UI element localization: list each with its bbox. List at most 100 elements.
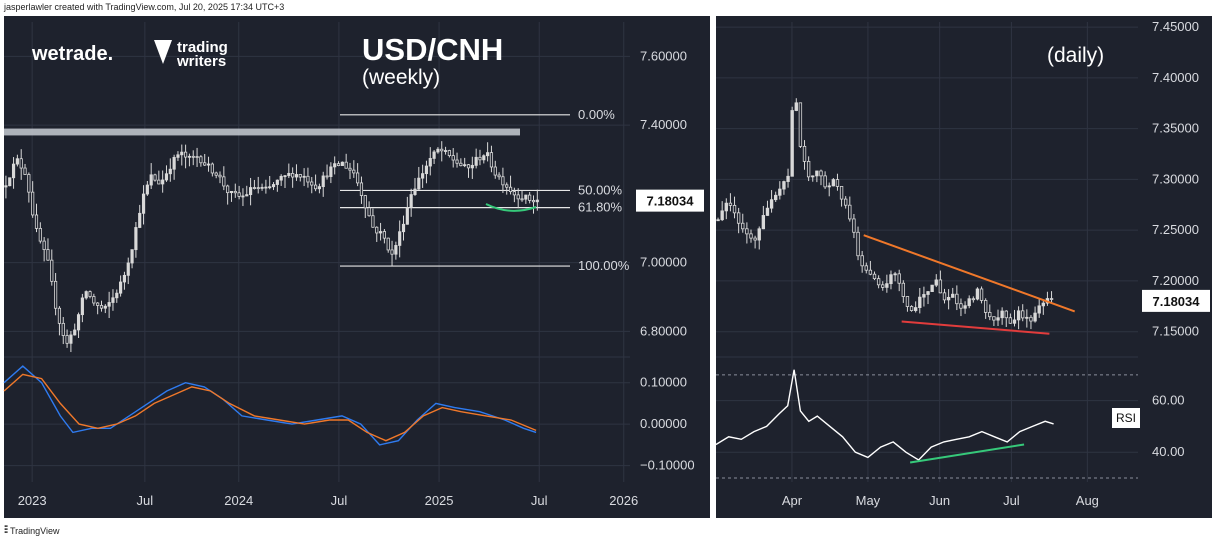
candle-body-d-69 xyxy=(1000,310,1004,319)
candle-body-w-64 xyxy=(249,187,253,196)
weekly-last-price-badge xyxy=(636,189,704,212)
candle-body-w-133 xyxy=(512,191,516,196)
candle-body-w-77 xyxy=(298,174,302,178)
candle-body-d-24 xyxy=(815,170,819,177)
weekly-chart: 6.80000 7.00000 7.40000 7.60000 2023 Jul 2024 J… xyxy=(4,22,704,508)
rsi-divergence-line xyxy=(909,443,1025,464)
candle-body-w-93 xyxy=(359,182,364,196)
candle-body-w-114 xyxy=(440,148,444,152)
candle-body-w-15 xyxy=(61,322,65,336)
daily-x-tick-label: Aug xyxy=(1076,493,1099,508)
candle-body-w-54 xyxy=(210,163,214,174)
candle-body-w-33 xyxy=(130,249,134,264)
candle-body-w-34 xyxy=(134,227,138,251)
candle-body-d-4 xyxy=(732,204,737,214)
candle-body-w-63 xyxy=(245,194,249,197)
candle-body-d-12 xyxy=(765,207,770,216)
macd-series-line-0 xyxy=(3,365,537,446)
candle-body-w-3 xyxy=(15,158,19,165)
candle-body-w-136 xyxy=(524,194,528,200)
candle-body-d-14 xyxy=(774,194,778,201)
candle-body-w-11 xyxy=(46,249,50,261)
candle-body-w-50 xyxy=(195,156,199,158)
candle-body-w-76 xyxy=(294,174,299,178)
candle-body-d-60 xyxy=(963,305,967,309)
candle-body-w-110 xyxy=(424,165,429,175)
candle-body-d-71 xyxy=(1008,317,1013,324)
candle-body-w-79 xyxy=(306,175,310,183)
candle-body-d-21 xyxy=(802,145,807,162)
candle-body-d-11 xyxy=(761,215,766,230)
daily-last-price-badge xyxy=(1142,289,1210,312)
candle-body-d-32 xyxy=(848,204,852,220)
daily-panel-background xyxy=(716,16,1212,518)
candle-body-d-19 xyxy=(794,102,798,111)
candle-body-d-55 xyxy=(942,292,947,301)
weekly-chart-subtitle: (weekly) xyxy=(362,66,440,89)
candle-body-d-77 xyxy=(1033,312,1037,322)
candle-body-w-68 xyxy=(264,186,268,189)
candle-body-d-47 xyxy=(909,306,914,311)
candle-body-w-80 xyxy=(310,181,314,186)
candle-body-w-117 xyxy=(451,155,455,161)
trading-writers-logo: trading writers xyxy=(154,39,228,70)
candle-body-d-56 xyxy=(946,296,951,301)
support-arc xyxy=(485,203,537,212)
candle-body-w-17 xyxy=(69,334,73,344)
daily-y-tick-label: 7.35000 xyxy=(1152,121,1199,136)
candle-body-w-24 xyxy=(96,302,100,306)
candle-body-w-139 xyxy=(535,199,539,203)
candle-body-w-86 xyxy=(333,163,337,168)
candle-body-d-74 xyxy=(1021,310,1025,319)
candle-body-w-29 xyxy=(115,292,119,299)
candle-body-d-73 xyxy=(1016,310,1021,321)
candle-body-w-26 xyxy=(103,305,107,309)
candle-body-d-48 xyxy=(914,307,918,311)
tradingview-logo-icon: ⫶⫶ xyxy=(4,525,8,536)
candle-body-d-70 xyxy=(1004,310,1008,319)
candle-body-d-54 xyxy=(938,279,943,294)
candle-body-w-55 xyxy=(214,172,218,176)
candle-body-d-59 xyxy=(959,303,963,309)
candle-body-w-47 xyxy=(184,151,188,158)
candle-body-d-61 xyxy=(967,298,971,307)
candle-body-d-9 xyxy=(753,237,757,241)
candle-body-d-49 xyxy=(918,296,922,308)
candle-body-w-66 xyxy=(256,187,260,190)
candle-body-d-2 xyxy=(724,202,728,212)
weekly-last-price-label: 7.18034 xyxy=(647,194,695,209)
rsi-series-line-0 xyxy=(715,369,1054,461)
candle-body-d-76 xyxy=(1029,316,1033,322)
weekly-x-tick-label: 2025 xyxy=(425,493,454,508)
candle-body-w-4 xyxy=(19,158,23,169)
candle-body-d-79 xyxy=(1041,302,1045,307)
candle-body-w-57 xyxy=(222,176,226,187)
fib-label: 0.00% xyxy=(578,107,615,122)
candle-body-w-116 xyxy=(447,150,451,156)
candle-body-w-43 xyxy=(168,168,172,175)
candle-body-d-52 xyxy=(930,284,934,292)
candle-body-w-28 xyxy=(111,297,115,303)
daily-y-tick-label: 7.30000 xyxy=(1152,171,1199,186)
candle-body-w-87 xyxy=(336,163,341,166)
weekly-y-tick-label: 6.80000 xyxy=(640,323,687,338)
candle-body-d-46 xyxy=(905,296,910,307)
weekly-x-tick-label: Jul xyxy=(531,493,548,508)
daily-trendline-0 xyxy=(863,234,1076,313)
candle-body-w-19 xyxy=(76,314,81,331)
candle-body-d-40 xyxy=(881,284,885,288)
candle-body-d-23 xyxy=(811,175,815,178)
candle-body-d-30 xyxy=(839,186,844,200)
candle-body-w-20 xyxy=(80,297,84,316)
candle-body-d-78 xyxy=(1037,305,1041,314)
candle-body-d-29 xyxy=(835,179,840,187)
candle-body-w-25 xyxy=(99,305,104,309)
candle-body-w-7 xyxy=(31,191,35,216)
candle-body-d-28 xyxy=(831,179,836,187)
candle-body-w-98 xyxy=(378,231,383,234)
candle-body-w-96 xyxy=(371,215,375,228)
daily-x-tick-label: Apr xyxy=(782,493,803,508)
weekly-macd-chart: −0.10000 0.00000 0.10000 xyxy=(3,365,695,473)
candle-body-d-25 xyxy=(819,170,823,177)
weekly-y-tick-label: 7.60000 xyxy=(640,48,687,63)
